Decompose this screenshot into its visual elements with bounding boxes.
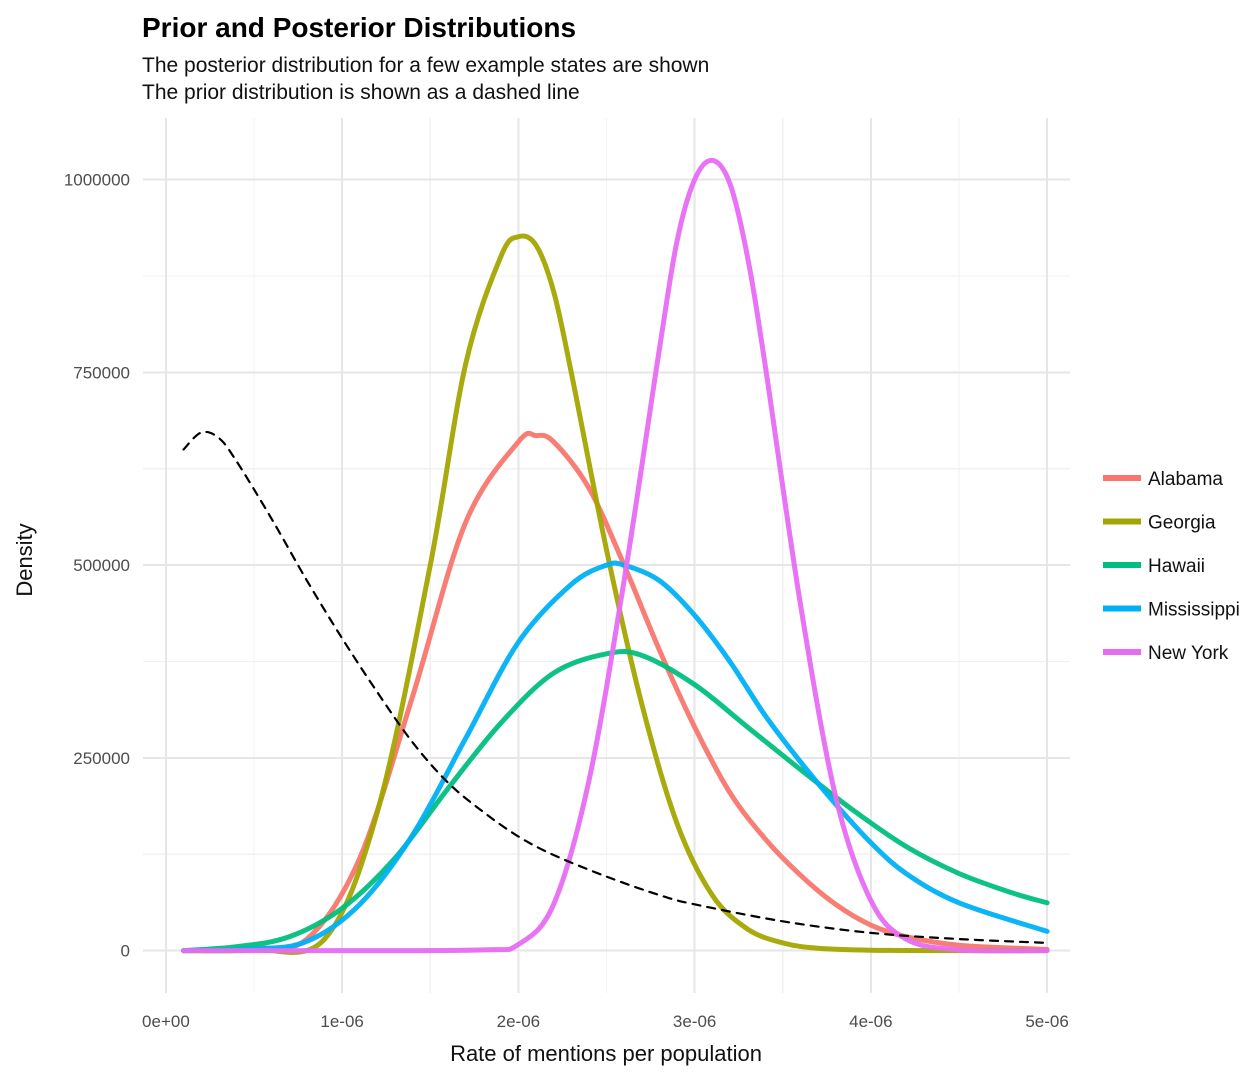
series-layer — [181, 157, 1050, 955]
y-tick-label: 1000000 — [64, 171, 130, 190]
legend-label-mississippi: Mississippi — [1148, 600, 1240, 621]
y-tick-label: 250000 — [73, 749, 130, 768]
legend-label-georgia: Georgia — [1148, 513, 1216, 534]
prior-distribution-line — [182, 430, 1049, 944]
x-tick-label: 4e-06 — [849, 1012, 892, 1031]
x-tick-label: 1e-06 — [320, 1012, 363, 1031]
x-axis-title: Rate of mentions per population — [450, 1041, 762, 1066]
chart-subtitle-line-1: The posterior distribution for a few exa… — [142, 54, 709, 77]
series-line-georgia — [181, 233, 1050, 955]
x-tick-label: 0e+00 — [142, 1012, 190, 1031]
series-line-hawaii — [181, 649, 1050, 954]
x-tick-layer: 0e+00 1e-06 2e-06 3e-06 4e-06 5e-06 — [142, 1012, 1069, 1031]
chart-subtitle-line-2: The prior distribution is shown as a das… — [142, 81, 580, 104]
legend: Alabama Georgia Hawaii Mississippi New York — [1103, 469, 1240, 664]
legend-label-new-york: New York — [1148, 643, 1229, 664]
y-tick-label: 0 — [121, 942, 130, 961]
x-tick-label: 5e-06 — [1025, 1012, 1068, 1031]
series-line-new-york — [181, 157, 1050, 954]
legend-label-hawaii: Hawaii — [1148, 556, 1205, 577]
y-tick-layer: 0 250000 500000 750000 1000000 — [64, 171, 130, 961]
y-axis-title: Density — [12, 523, 37, 596]
x-tick-label: 3e-06 — [673, 1012, 716, 1031]
y-tick-label: 500000 — [73, 556, 130, 575]
x-tick-label: 2e-06 — [497, 1012, 540, 1031]
chart-title: Prior and Posterior Distributions — [142, 12, 576, 43]
y-tick-label: 750000 — [73, 363, 130, 382]
series-line-alabama — [181, 430, 1050, 954]
legend-label-alabama: Alabama — [1148, 469, 1223, 490]
